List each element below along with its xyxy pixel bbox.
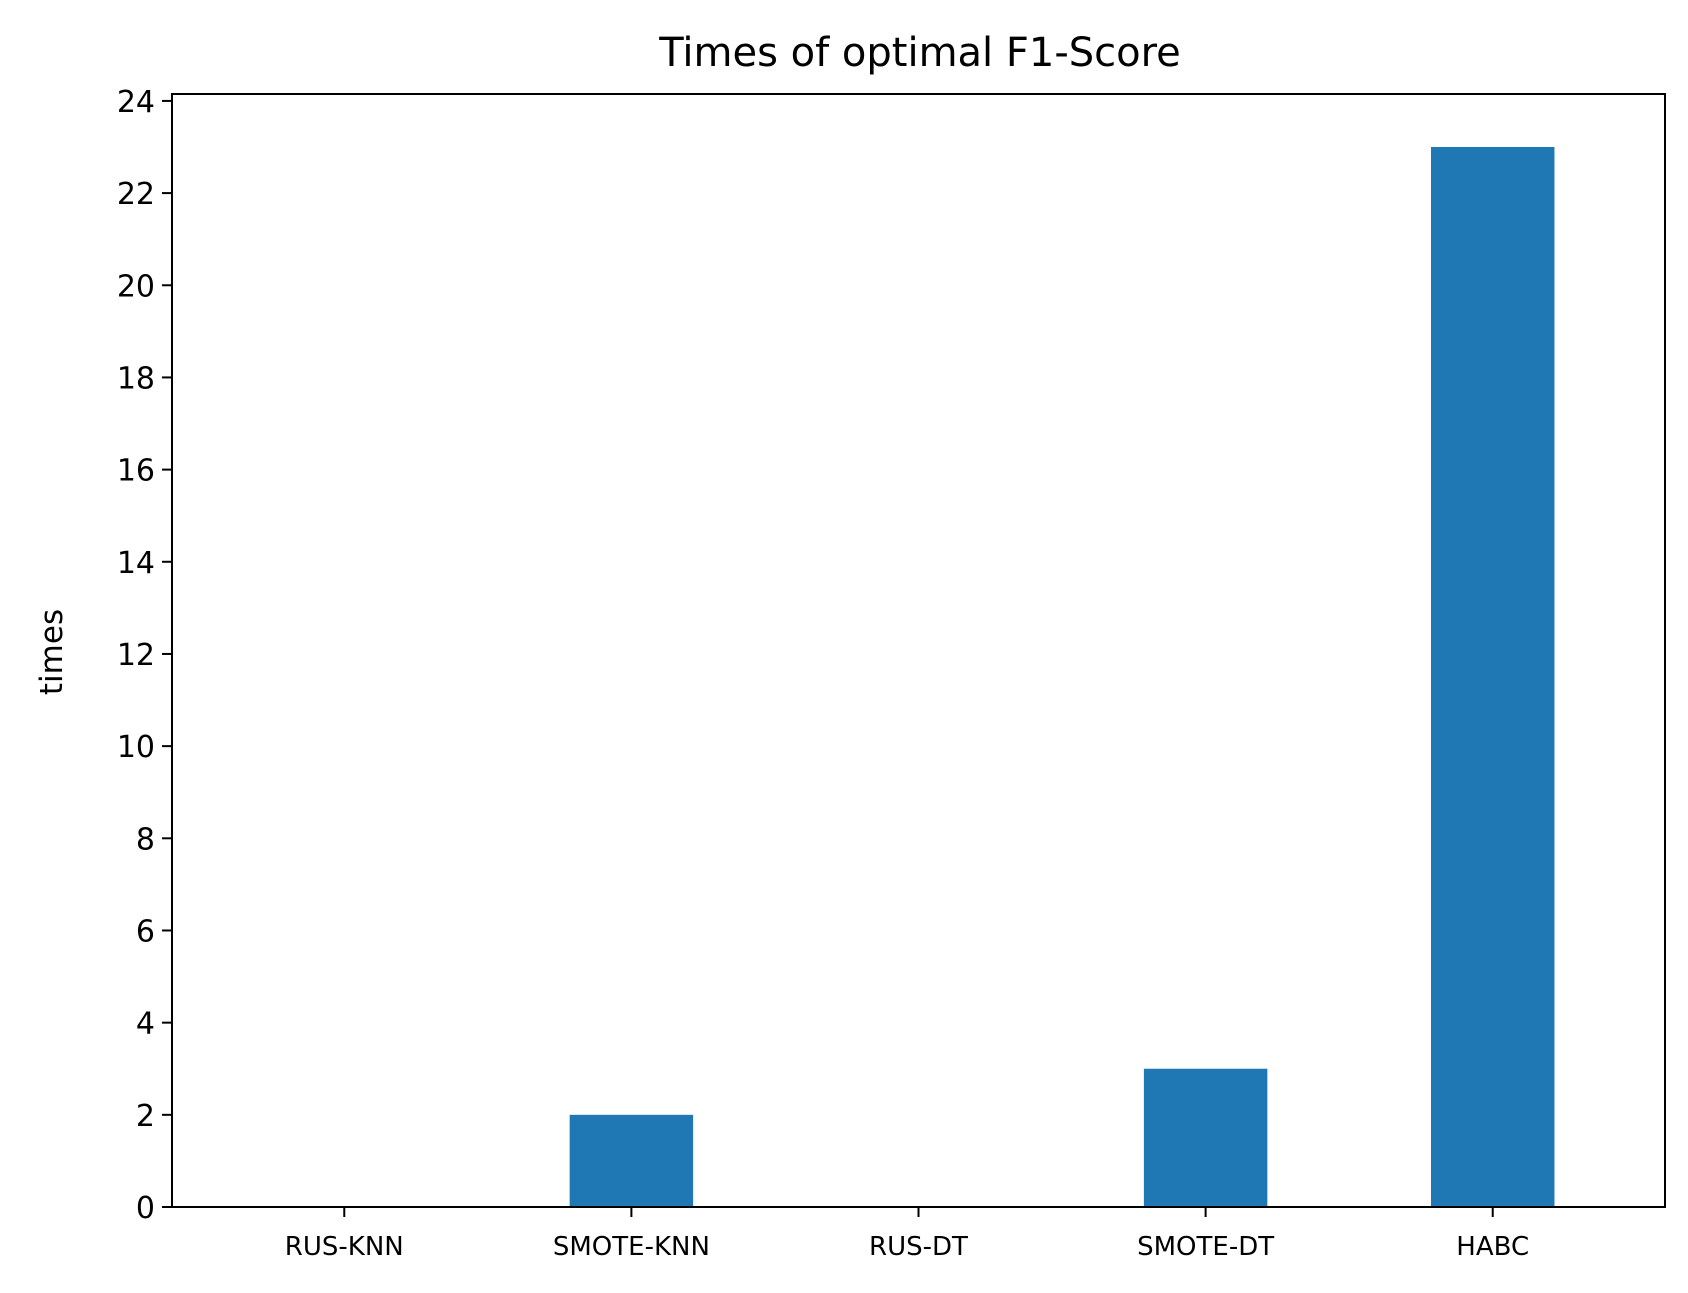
- bars-layer: [569, 147, 1555, 1207]
- y-axis-label: times: [34, 609, 70, 695]
- bar-habc: [1431, 147, 1555, 1207]
- y-tick-label: 10: [117, 730, 155, 765]
- bar-smote-knn: [569, 1114, 694, 1207]
- y-tick-label: 0: [136, 1191, 155, 1226]
- y-tick-label: 6: [136, 914, 155, 949]
- plot-area-frame: [171, 93, 1666, 1208]
- x-axis-ticks: RUS-KNN SMOTE-KNN RUS-DT SMOTE-DT HABC: [285, 1207, 1529, 1262]
- y-tick-label: 4: [136, 1007, 155, 1042]
- y-tick-label: 14: [117, 546, 155, 581]
- x-tick-label: RUS-DT: [869, 1232, 968, 1262]
- y-tick-label: 12: [117, 638, 155, 673]
- y-tick-label: 2: [136, 1099, 155, 1134]
- y-tick-label: 24: [117, 85, 155, 120]
- chart-title: Times of optimal F1-Score: [658, 30, 1181, 76]
- x-tick-label: HABC: [1456, 1232, 1529, 1262]
- y-tick-label: 8: [136, 822, 155, 857]
- x-tick-label: RUS-KNN: [285, 1232, 404, 1262]
- y-tick-label: 18: [117, 361, 155, 396]
- x-tick-label: SMOTE-KNN: [553, 1232, 710, 1262]
- x-tick-label: SMOTE-DT: [1137, 1232, 1274, 1262]
- y-tick-label: 20: [117, 269, 155, 304]
- y-tick-label: 22: [117, 177, 155, 212]
- bar-smote-dt: [1143, 1068, 1268, 1207]
- y-tick-label: 16: [117, 454, 155, 489]
